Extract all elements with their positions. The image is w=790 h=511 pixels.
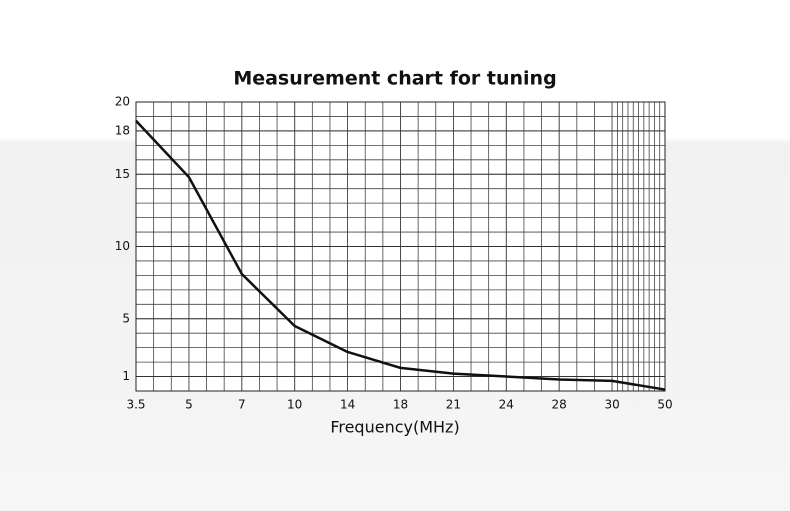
x-tick-label: 7 bbox=[238, 398, 246, 412]
x-axis-title: Frequency(MHz) bbox=[330, 418, 459, 437]
x-tick-label: 5 bbox=[185, 398, 193, 412]
x-tick-label: 24 bbox=[499, 398, 514, 412]
x-tick-label: 21 bbox=[446, 398, 461, 412]
y-tick-label: 15 bbox=[115, 167, 130, 181]
x-tick-label: 28 bbox=[552, 398, 567, 412]
x-tick-label: 10 bbox=[287, 398, 302, 412]
y-tick-label: 18 bbox=[115, 123, 130, 137]
x-tick-label: 14 bbox=[340, 398, 355, 412]
x-tick-label: 18 bbox=[393, 398, 408, 412]
data-line bbox=[135, 119, 666, 391]
chart-title: Measurement chart for tuning bbox=[233, 68, 556, 90]
x-tick-label: 3.5 bbox=[126, 398, 145, 412]
x-tick-label: 50 bbox=[657, 398, 672, 412]
y-tick-label: 5 bbox=[122, 311, 130, 325]
y-tick-label: 10 bbox=[115, 239, 130, 253]
x-tick-label: 30 bbox=[604, 398, 619, 412]
y-tick-label: 1 bbox=[122, 369, 130, 383]
plot-frame bbox=[135, 101, 666, 392]
y-tick-label: 20 bbox=[115, 95, 130, 109]
